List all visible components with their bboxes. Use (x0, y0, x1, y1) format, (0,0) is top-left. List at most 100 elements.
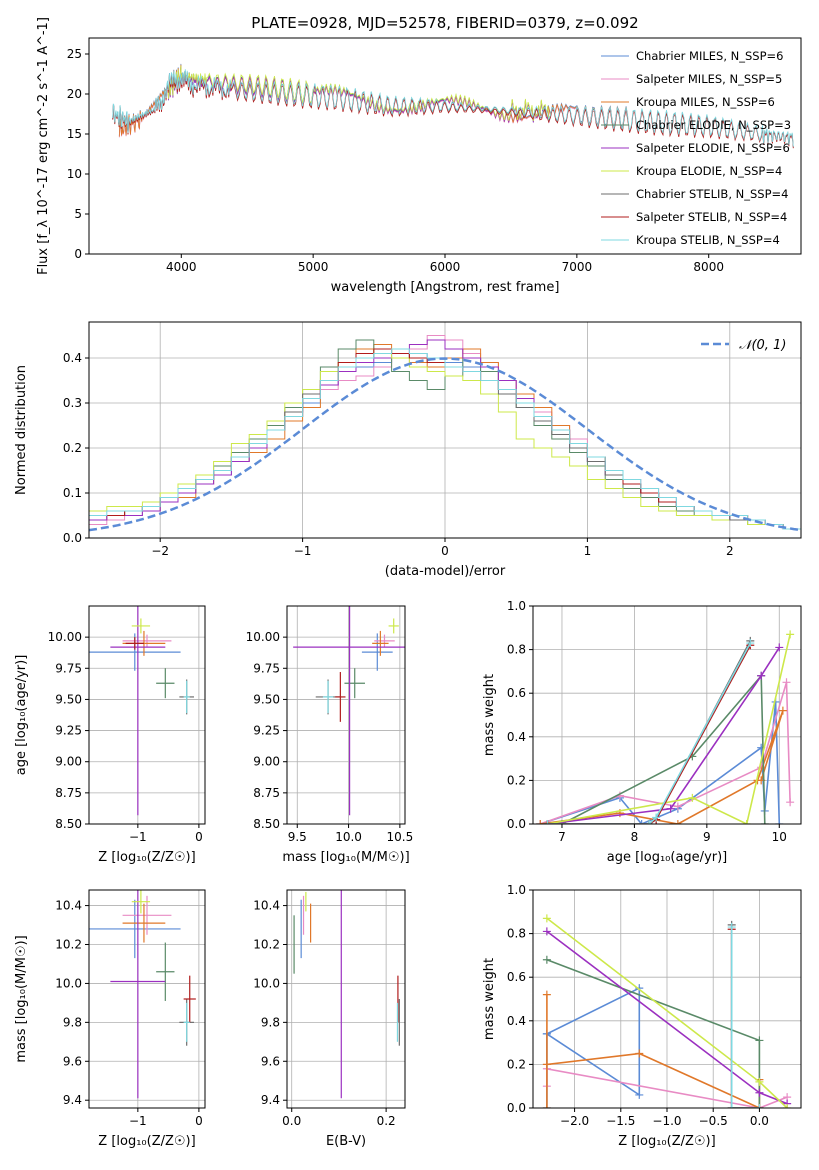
y-tick-label: 0.3 (63, 396, 82, 410)
y-tick-label: 0.8 (507, 927, 526, 941)
weight-marker-salpeter_miles (673, 802, 682, 811)
x-tick-label: −1 (294, 544, 312, 558)
weight-marker-kroupa_miles (536, 820, 545, 824)
chart-age_vs_mass: 9.5 10.0 10.5 8.50 8.75 9.00 9.25 9.50 9.75 10.00… (246, 605, 413, 865)
axes-frame (286, 605, 406, 825)
plot-area (89, 890, 196, 1099)
y-tick-label: 9.6 (261, 1054, 280, 1068)
weight-line-kroupa_elodie (547, 634, 791, 824)
weight-marker-kroupa_stelib (644, 820, 653, 824)
plot-area (293, 890, 400, 1099)
weight-line-kroupa_miles (540, 710, 784, 824)
x-tick-label: 0.0 (282, 1114, 301, 1128)
y-tick-label: 0 (74, 247, 82, 261)
weight-marker-salpeter_elodie (666, 804, 675, 813)
y-tick-label: 0.2 (507, 773, 526, 787)
y-tick-label: 1.0 (507, 883, 526, 897)
weight-line-salpeter_stelib (730, 929, 760, 1108)
weight-line-kroupa_stelib (547, 642, 752, 824)
spectrum-line-kroupa_stelib (112, 69, 794, 147)
weight-marker-kroupa_miles (778, 706, 787, 715)
y-tick-label: 0.4 (507, 1014, 526, 1028)
legend-label-kroupa_miles: Kroupa MILES, N_SSP=6 (636, 95, 775, 109)
y-tick-label: 0.8 (507, 643, 526, 657)
axes-frame (88, 889, 206, 1109)
weight-marker-kroupa_elodie (783, 1104, 792, 1108)
y-axis-label: Flux [f_λ 10^-17 erg cm^-2 s^-1 A^-1] (36, 17, 51, 275)
x-axis-label: Z [log₁₀(Z/Z☉)] (98, 1134, 195, 1149)
plot-area (89, 606, 195, 816)
chart-age_vs_Z: −1 0 8.50 8.75 9.00 9.25 9.50 9.75 10.00 Z [log₁₀… (14, 605, 206, 865)
legend-label-salpeter_elodie: Salpeter ELODIE, N_SSP=6 (636, 141, 790, 155)
x-tick-label: 0 (195, 1114, 203, 1128)
x-axis-label: wavelength [Angstrom, rest frame] (331, 280, 560, 295)
y-tick-label: 9.4 (261, 1093, 280, 1107)
y-tick-label: 0.2 (63, 441, 82, 455)
weight-marker-kroupa_stelib (755, 1104, 764, 1108)
x-tick-label: 5000 (298, 260, 329, 274)
weight-marker-kroupa_elodie (755, 1077, 764, 1086)
legend-label-salpeter_miles: Salpeter MILES, N_SSP=5 (636, 72, 782, 86)
weight-line-salpeter_elodie (547, 646, 780, 824)
weight-marker-chabrier_elodie (755, 1036, 764, 1045)
y-tick-label: 10.0 (253, 976, 280, 990)
axes-frame (286, 889, 406, 1109)
y-tick-label: 9.4 (63, 1093, 82, 1107)
x-tick-label: 7000 (562, 260, 593, 274)
chart-residuals: 𝒩(0, 1) −2 −1 0 1 2 0.0 0.1 0.2 0.3 0.4 (data-model… (14, 321, 802, 579)
y-tick-label: 0.0 (507, 1101, 526, 1115)
weight-marker-kroupa_stelib (543, 820, 552, 824)
y-tick-label: 15 (67, 127, 82, 141)
weight-marker-kroupa_miles (542, 990, 551, 999)
weight-line-kroupa_stelib (730, 927, 760, 1108)
weight-marker-salpeter_miles (786, 798, 795, 807)
y-tick-label: 9.50 (55, 692, 82, 706)
weight-line-chabrier_miles (539, 701, 781, 824)
weight-line-salpeter_stelib (547, 644, 752, 824)
axes-frame (88, 605, 206, 825)
x-axis-label: (data-model)/error (385, 564, 506, 579)
y-tick-label: 10.00 (48, 630, 82, 644)
figure-title: PLATE=0928, MJD=52578, FIBERID=0379, z=0… (251, 14, 638, 32)
weight-marker-kroupa_miles (673, 820, 682, 824)
weight-marker-kroupa_elodie (542, 914, 551, 923)
y-tick-label: 10.2 (55, 938, 82, 952)
x-axis-label: Z [log₁₀(Z/Z☉)] (618, 1134, 715, 1149)
chart-mass_vs_Z: −1 0 9.4 9.6 9.8 10.0 10.2 10.4 Z [log₁₀(Z/Z☉)] m… (14, 889, 206, 1149)
weight-marker-kroupa_elodie (688, 793, 697, 802)
chart-mass_weight_vs_age: 7 8 9 10 0.0 0.2 0.4 0.6 0.8 1.0 age [log₁₀(age/yr… (482, 599, 802, 865)
x-tick-label: 6000 (430, 260, 461, 274)
chart-mass_weight_vs_Z: −2.0 −1.5 −1.0 −0.5 0.0 0.0 0.2 0.4 0.6 0.8 1.0 Z [… (482, 883, 802, 1149)
y-tick-label: 0.0 (63, 531, 82, 545)
y-tick-label: 5 (74, 207, 82, 221)
x-axis-label: Z [log₁₀(Z/Z☉)] (98, 850, 195, 865)
y-tick-label: 0.0 (507, 817, 526, 831)
x-tick-label: −2.0 (560, 1114, 589, 1128)
legend-label-chabrier_elodie: Chabrier ELODIE, N_SSP=3 (636, 118, 791, 132)
axes-frame (532, 605, 802, 825)
y-tick-label: 10.4 (55, 899, 82, 913)
x-tick-label: 0 (441, 544, 449, 558)
x-tick-label: −1 (129, 1114, 147, 1128)
weight-marker-salpeter_elodie (775, 643, 784, 652)
weight-marker-chabrier_miles (637, 820, 646, 824)
x-tick-label: −1 (129, 830, 147, 844)
y-axis-label: age [log₁₀(age/yr)] (14, 655, 29, 776)
y-tick-label: 0.6 (507, 686, 526, 700)
y-tick-label: 9.50 (253, 692, 280, 706)
x-axis-label: mass [log₁₀(M/M☉)] (282, 850, 409, 865)
x-tick-label: 9.5 (288, 830, 307, 844)
legend-label-salpeter_stelib: Salpeter STELIB, N_SSP=4 (636, 210, 787, 224)
weight-marker-salpeter_elodie (757, 671, 766, 680)
y-tick-label: 8.50 (55, 817, 82, 831)
weight-marker-chabrier_miles (775, 820, 784, 824)
y-tick-label: 10.2 (253, 938, 280, 952)
y-tick-label: 0.4 (507, 730, 526, 744)
x-tick-label: 8000 (693, 260, 724, 274)
legend-label-kroupa_elodie: Kroupa ELODIE, N_SSP=4 (636, 164, 782, 178)
weight-marker-chabrier_elodie (542, 955, 551, 964)
weight-marker-kroupa_miles (542, 1060, 551, 1069)
x-tick-label: 0.2 (377, 1114, 396, 1128)
legend-label-kroupa_stelib: Kroupa STELIB, N_SSP=4 (636, 233, 780, 247)
